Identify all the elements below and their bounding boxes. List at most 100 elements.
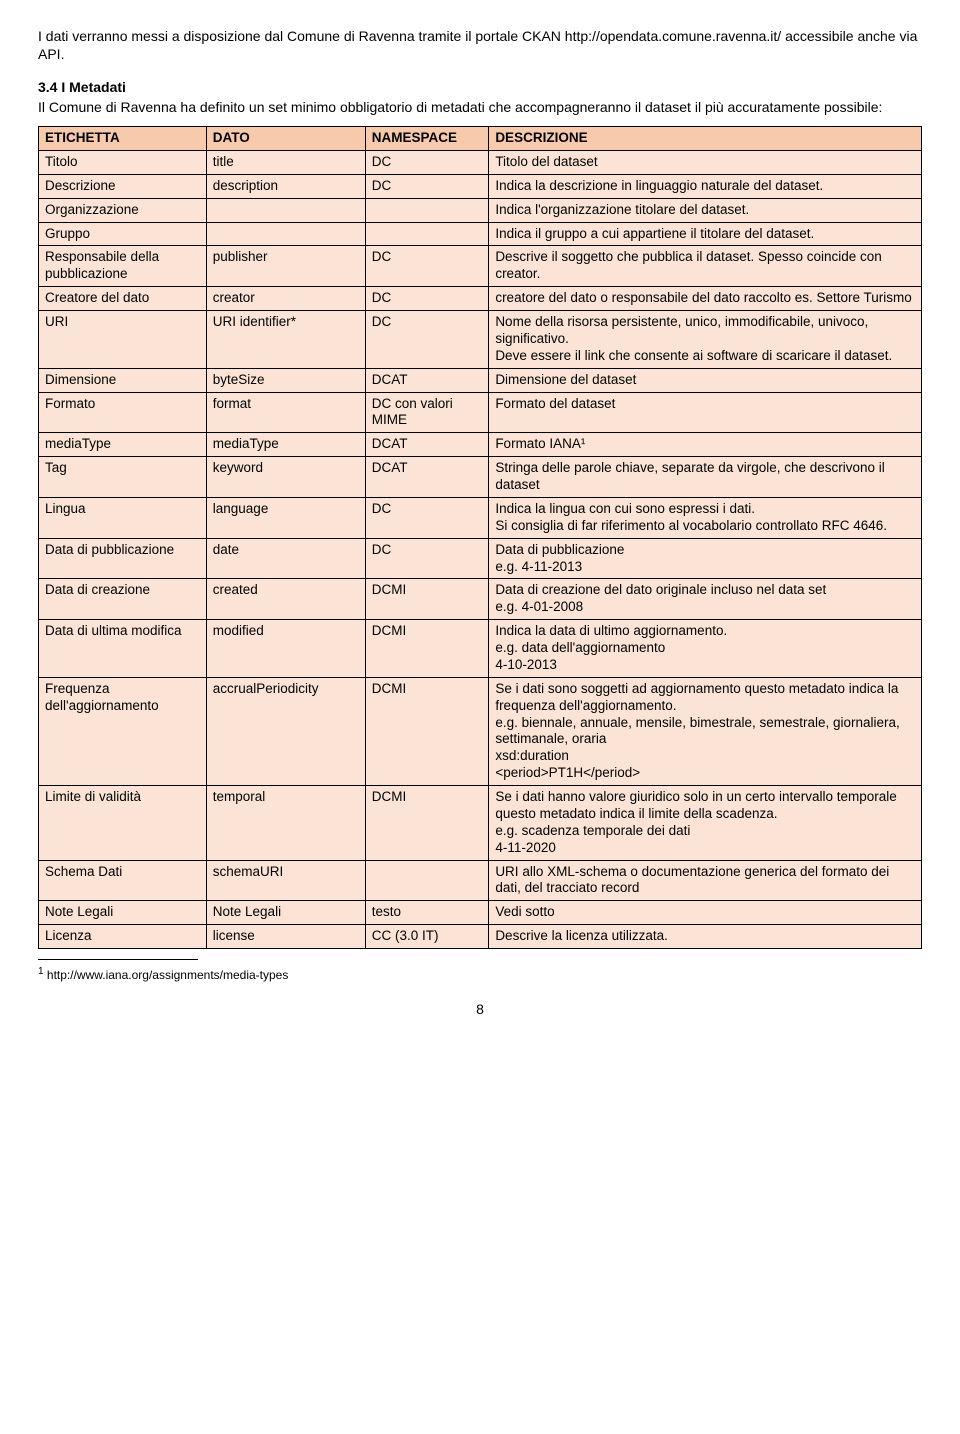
table-row: Frequenza dell'aggiornamentoaccrualPerio… (39, 677, 922, 785)
table-cell: Indica l'organizzazione titolare del dat… (489, 198, 922, 222)
metadata-table: ETICHETTA DATO NAMESPACE DESCRIZIONE Tit… (38, 126, 922, 949)
table-cell (365, 860, 489, 901)
table-cell: language (206, 497, 365, 538)
table-cell: byteSize (206, 368, 365, 392)
table-cell: Descrive la licenza utilizzata. (489, 925, 922, 949)
table-row: Data di creazionecreatedDCMIData di crea… (39, 579, 922, 620)
table-row: Data di pubblicazionedateDCData di pubbl… (39, 538, 922, 579)
col-header-dato: DATO (206, 127, 365, 151)
table-body: TitolotitleDCTitolo del datasetDescrizio… (39, 150, 922, 948)
table-cell: Formato IANA¹ (489, 433, 922, 457)
col-header-etichetta: ETICHETTA (39, 127, 207, 151)
table-cell: Note Legali (206, 901, 365, 925)
table-cell: Indica la data di ultimo aggiornamento.e… (489, 620, 922, 678)
table-cell: Schema Dati (39, 860, 207, 901)
table-cell: date (206, 538, 365, 579)
table-cell: DCMI (365, 786, 489, 861)
table-cell: DCMI (365, 579, 489, 620)
table-row: mediaTypemediaTypeDCATFormato IANA¹ (39, 433, 922, 457)
table-cell: Data di ultima modifica (39, 620, 207, 678)
intro-paragraph: I dati verranno messi a disposizione dal… (38, 28, 922, 63)
table-cell: description (206, 174, 365, 198)
table-row: DescrizionedescriptionDCIndica la descri… (39, 174, 922, 198)
table-cell: Licenza (39, 925, 207, 949)
table-cell: Nome della risorsa persistente, unico, i… (489, 311, 922, 369)
table-cell: accrualPeriodicity (206, 677, 365, 785)
table-row: FormatoformatDC con valori MIMEFormato d… (39, 392, 922, 433)
table-row: TitolotitleDCTitolo del dataset (39, 150, 922, 174)
table-cell: DC (365, 150, 489, 174)
table-cell (206, 198, 365, 222)
table-cell: DC con valori MIME (365, 392, 489, 433)
table-header-row: ETICHETTA DATO NAMESPACE DESCRIZIONE (39, 127, 922, 151)
table-row: TagkeywordDCATStringa delle parole chiav… (39, 457, 922, 498)
table-cell: Lingua (39, 497, 207, 538)
table-cell: keyword (206, 457, 365, 498)
table-row: LingualanguageDCIndica la lingua con cui… (39, 497, 922, 538)
table-row: Creatore del datocreatorDCcreatore del d… (39, 287, 922, 311)
table-row: Gruppo Indica il gruppo a cui appartiene … (39, 222, 922, 246)
footnote-marker: 1 (38, 966, 44, 977)
table-cell: title (206, 150, 365, 174)
table-cell: modified (206, 620, 365, 678)
table-cell: DCAT (365, 433, 489, 457)
table-cell: Note Legali (39, 901, 207, 925)
table-cell: DC (365, 538, 489, 579)
table-cell: mediaType (206, 433, 365, 457)
table-cell: Se i dati hanno valore giuridico solo in… (489, 786, 922, 861)
table-cell: URI identifier* (206, 311, 365, 369)
table-cell: Data di pubblicazionee.g. 4-11-2013 (489, 538, 922, 579)
table-cell: Creatore del dato (39, 287, 207, 311)
footnote: 1 http://www.iana.org/assignments/media-… (38, 966, 922, 983)
table-cell: license (206, 925, 365, 949)
table-cell: Tag (39, 457, 207, 498)
table-cell: DCMI (365, 677, 489, 785)
table-cell: Dimensione (39, 368, 207, 392)
table-cell: URI allo XML-schema o documentazione gen… (489, 860, 922, 901)
table-row: Organizzazione Indica l'organizzazione ti… (39, 198, 922, 222)
table-cell: Se i dati sono soggetti ad aggiornamento… (489, 677, 922, 785)
table-cell: Gruppo (39, 222, 207, 246)
table-cell: Data di creazione del dato originale inc… (489, 579, 922, 620)
table-cell: Descrive il soggetto che pubblica il dat… (489, 246, 922, 287)
footnote-separator (38, 959, 198, 960)
table-row: Limite di validitàtemporalDCMISe i dati … (39, 786, 922, 861)
table-cell: Vedi sotto (489, 901, 922, 925)
table-cell: testo (365, 901, 489, 925)
table-cell: Data di creazione (39, 579, 207, 620)
table-row: Schema DatischemaURIURI allo XML-schema … (39, 860, 922, 901)
table-cell: publisher (206, 246, 365, 287)
table-cell: mediaType (39, 433, 207, 457)
table-cell: temporal (206, 786, 365, 861)
page-number: 8 (38, 1001, 922, 1019)
table-cell (206, 222, 365, 246)
col-header-namespace: NAMESPACE (365, 127, 489, 151)
table-cell: created (206, 579, 365, 620)
table-cell: DC (365, 287, 489, 311)
table-cell (365, 222, 489, 246)
table-cell: DCMI (365, 620, 489, 678)
table-cell: DC (365, 497, 489, 538)
table-row: DimensionebyteSizeDCATDimensione del dat… (39, 368, 922, 392)
table-cell: Descrizione (39, 174, 207, 198)
table-cell: DCAT (365, 457, 489, 498)
table-cell: Indica il gruppo a cui appartiene il tit… (489, 222, 922, 246)
table-cell: format (206, 392, 365, 433)
table-cell: creator (206, 287, 365, 311)
table-cell: DC (365, 246, 489, 287)
section-heading: 3.4 I Metadati (38, 79, 922, 97)
table-row: Note LegaliNote LegalitestoVedi sotto (39, 901, 922, 925)
table-row: Responsabile della pubblicazionepublishe… (39, 246, 922, 287)
table-cell: Organizzazione (39, 198, 207, 222)
table-cell: DC (365, 311, 489, 369)
table-row: URIURI identifier*DCNome della risorsa p… (39, 311, 922, 369)
table-cell: Dimensione del dataset (489, 368, 922, 392)
table-cell: creatore del dato o responsabile del dat… (489, 287, 922, 311)
table-cell: Titolo del dataset (489, 150, 922, 174)
table-row: Data di ultima modificamodifiedDCMIIndic… (39, 620, 922, 678)
table-cell: Data di pubblicazione (39, 538, 207, 579)
table-cell: Responsabile della pubblicazione (39, 246, 207, 287)
table-cell (365, 198, 489, 222)
table-cell: DC (365, 174, 489, 198)
table-cell: Formato (39, 392, 207, 433)
